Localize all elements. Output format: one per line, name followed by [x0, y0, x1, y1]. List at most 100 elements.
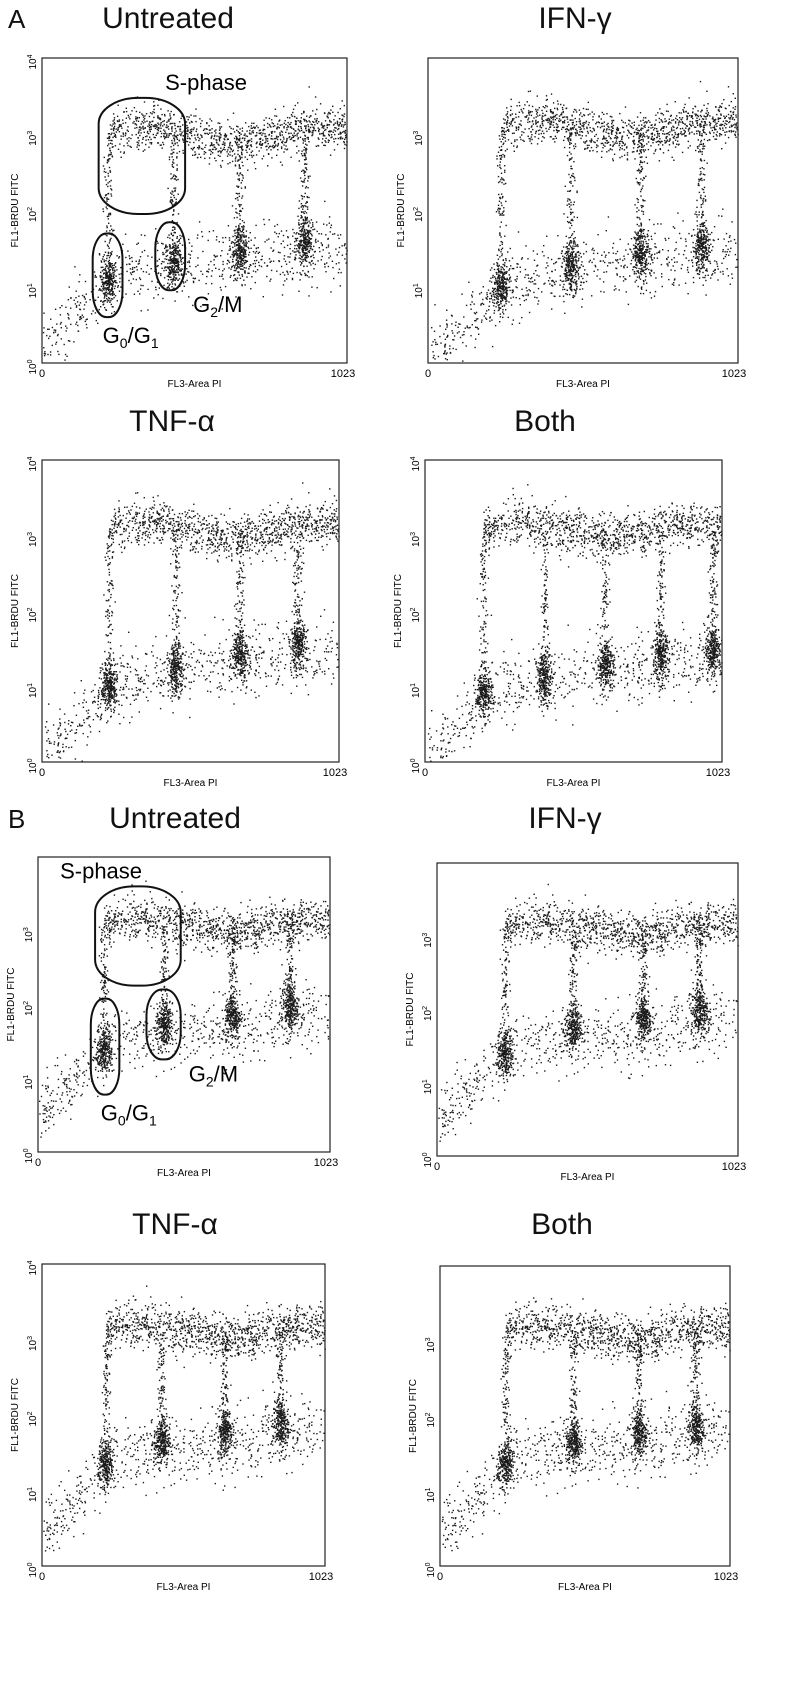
y-tick-label: 104	[27, 54, 39, 69]
event-dots	[39, 880, 331, 1138]
gate-label-s-phase: S-phase	[60, 858, 142, 883]
plot-a-1: 0 1023 FL3-Area PI FL1-BRDU FITC 101 102 103	[396, 57, 746, 390]
event-dots	[44, 482, 340, 762]
gate-label-g2-m: G2/M	[193, 292, 242, 320]
x-axis-label: FL3-Area PI	[556, 379, 610, 390]
x-axis-label: FL3-Area PI	[164, 778, 218, 789]
y-tick-label: 104	[410, 456, 422, 471]
plot-frame	[41, 459, 340, 763]
gate-g2-m	[154, 221, 187, 292]
event-dots	[438, 883, 739, 1142]
x-tick-label: 1023	[722, 368, 746, 380]
panel-label-b: B	[8, 804, 25, 835]
x-tick-label: 0	[437, 1571, 443, 1583]
y-tick-label: 102	[413, 207, 425, 222]
x-tick-label: 1023	[331, 368, 355, 380]
plot-title-a-ifn: IFN-γ	[538, 2, 611, 36]
y-tick-label: 102	[425, 1412, 437, 1427]
x-tick-label: 0	[35, 1157, 41, 1169]
plot-b-1: 0 1023 FL3-Area PI FL1-BRDU FITC 100 101 102 10…	[405, 862, 746, 1183]
y-axis-label: FL1-BRDU FITC	[10, 174, 21, 248]
plot-title-a-tnf: TNF-α	[129, 405, 215, 439]
y-axis-label: FL1-BRDU FITC	[408, 1379, 419, 1453]
x-tick-label: 0	[39, 1571, 45, 1583]
y-axis-label: FL1-BRDU FITC	[10, 574, 21, 648]
gate-s-phase	[97, 96, 187, 215]
plot-frame	[41, 57, 348, 364]
plot-title-a-both: Both	[514, 405, 576, 439]
x-tick-label: 1023	[722, 1161, 746, 1173]
event-dots	[427, 484, 723, 762]
y-tick-label: 100	[425, 1562, 437, 1577]
x-tick-label: 0	[39, 767, 45, 779]
plot-frame	[427, 57, 739, 364]
y-axis-label: FL1-BRDU FITC	[393, 574, 404, 648]
y-tick-label: 100	[27, 359, 39, 374]
plot-title-a-untreated: Untreated	[102, 2, 234, 36]
y-axis-label: FL1-BRDU FITC	[396, 174, 407, 248]
y-tick-label: 101	[425, 1487, 437, 1502]
x-axis-label: FL3-Area PI	[558, 1582, 612, 1593]
event-dots	[431, 80, 739, 362]
y-tick-label: 103	[27, 131, 39, 146]
plot-b-0: 0 1023 FL3-Area PI FL1-BRDU FITC 100 101 102 10…	[6, 856, 338, 1179]
plot-title-b-both: Both	[531, 1208, 593, 1242]
y-tick-label: 104	[27, 456, 39, 471]
y-tick-label: 103	[410, 532, 422, 547]
y-tick-label: 101	[410, 683, 422, 698]
y-tick-label: 101	[27, 683, 39, 698]
y-tick-label: 102	[27, 607, 39, 622]
plot-frame	[436, 862, 739, 1157]
x-tick-label: 1023	[314, 1157, 338, 1169]
plot-title-b-tnf: TNF-α	[132, 1208, 218, 1242]
y-tick-label: 103	[23, 927, 35, 942]
event-dots	[441, 1297, 731, 1552]
gate-label-g0-g1: G0/G1	[101, 1101, 157, 1129]
y-tick-label: 101	[27, 283, 39, 298]
x-tick-label: 1023	[706, 767, 730, 779]
y-tick-label: 103	[425, 1337, 437, 1352]
y-tick-label: 103	[413, 131, 425, 146]
y-tick-label: 100	[27, 1562, 39, 1577]
plot-frame	[439, 1265, 731, 1567]
x-tick-label: 1023	[714, 1571, 738, 1583]
y-tick-label: 101	[413, 283, 425, 298]
plot-a-2: 0 1023 FL3-Area PI FL1-BRDU FITC 100 101 102 10…	[10, 456, 347, 789]
x-axis-label: FL3-Area PI	[168, 379, 222, 390]
plot-a-3: 0 1023 FL3-Area PI FL1-BRDU FITC 100 101 102 10…	[393, 456, 730, 789]
y-tick-label: 100	[410, 758, 422, 773]
x-axis-label: FL3-Area PI	[157, 1168, 211, 1179]
gate-g0-g1	[91, 232, 124, 319]
plot-frame	[37, 856, 331, 1153]
gate-label-s-phase: S-phase	[165, 70, 247, 95]
plot-a-0: 0 1023 FL3-Area PI FL1-BRDU FITC 100 101 102 10…	[10, 54, 355, 390]
x-axis-label: FL3-Area PI	[561, 1172, 615, 1183]
y-tick-label: 101	[27, 1487, 39, 1502]
y-tick-label: 100	[23, 1148, 35, 1163]
y-axis-label: FL1-BRDU FITC	[6, 968, 17, 1042]
gate-g0-g1	[89, 997, 121, 1096]
y-axis-label: FL1-BRDU FITC	[10, 1378, 21, 1452]
y-axis-label: FL1-BRDU FITC	[405, 973, 416, 1047]
y-tick-label: 103	[422, 933, 434, 948]
plot-b-2: 0 1023 FL3-Area PI FL1-BRDU FITC 100 101 102 10…	[10, 1260, 333, 1593]
x-tick-label: 1023	[323, 767, 347, 779]
x-tick-label: 1023	[309, 1571, 333, 1583]
plot-b-3: 0 1023 FL3-Area PI FL1-BRDU FITC 100 101 102 10…	[408, 1265, 738, 1593]
plot-title-b-ifn: IFN-γ	[528, 802, 601, 836]
y-tick-label: 103	[27, 532, 39, 547]
y-tick-label: 100	[422, 1152, 434, 1167]
x-axis-label: FL3-Area PI	[157, 1582, 211, 1593]
event-dots	[43, 1285, 326, 1552]
panel-label-a: A	[8, 4, 25, 35]
y-tick-label: 102	[410, 607, 422, 622]
y-tick-label: 102	[27, 1411, 39, 1426]
x-tick-label: 0	[39, 368, 45, 380]
y-tick-label: 103	[27, 1336, 39, 1351]
y-tick-label: 101	[422, 1079, 434, 1094]
y-tick-label: 100	[27, 758, 39, 773]
y-tick-label: 102	[23, 1001, 35, 1016]
gate-s-phase	[94, 885, 182, 987]
gate-label-g0-g1: G0/G1	[103, 323, 159, 351]
